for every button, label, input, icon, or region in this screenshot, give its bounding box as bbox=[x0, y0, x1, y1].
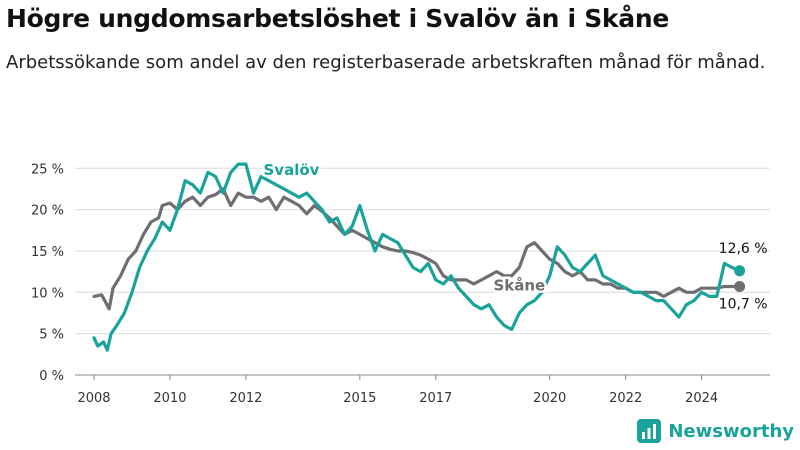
y-tick-label: 10 % bbox=[31, 286, 64, 301]
brand-logo: Newsworthy bbox=[636, 418, 794, 444]
x-tick-label: 2020 bbox=[533, 391, 566, 406]
y-tick-label: 5 % bbox=[39, 328, 64, 343]
series-label-svalov: Svalöv bbox=[264, 161, 320, 179]
y-tick-label: 15 % bbox=[31, 245, 64, 260]
x-tick-label: 2022 bbox=[609, 391, 642, 406]
y-tick-label: 25 % bbox=[31, 162, 64, 177]
x-tick-label: 2015 bbox=[343, 391, 376, 406]
x-tick-label: 2017 bbox=[419, 391, 452, 406]
x-tick-label: 2012 bbox=[229, 391, 262, 406]
series-line-sk-ne bbox=[92, 187, 742, 311]
x-tick-label: 2010 bbox=[153, 391, 186, 406]
series-end-label: 12,6 % bbox=[719, 241, 768, 257]
series-line-sval-v bbox=[92, 162, 742, 352]
chart-title: Högre ungdomsarbetslöshet i Svalöv än i … bbox=[6, 4, 669, 33]
series-label-skane: Skåne bbox=[493, 277, 545, 295]
y-tick-label: 0 % bbox=[39, 369, 64, 384]
chart-subtitle: Arbetssökande som andel av den registerb… bbox=[6, 52, 766, 73]
series-end-point bbox=[734, 281, 746, 293]
series-end-label: 10,7 % bbox=[719, 297, 768, 313]
x-tick-label: 2024 bbox=[685, 391, 718, 406]
series-end-point bbox=[734, 265, 746, 277]
y-tick-label: 20 % bbox=[31, 204, 64, 219]
newsworthy-logo-icon bbox=[637, 419, 662, 443]
x-tick-label: 2008 bbox=[77, 391, 110, 406]
brand-name: Newsworthy bbox=[668, 420, 794, 442]
